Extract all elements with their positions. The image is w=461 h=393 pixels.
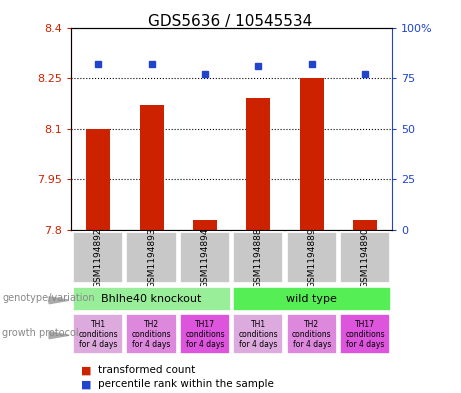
Bar (233, 314, 284, 354)
Text: GDS5636 / 10545534: GDS5636 / 10545534 (148, 14, 313, 29)
Bar (193, 220, 217, 230)
Text: growth protocol: growth protocol (2, 328, 79, 338)
Text: GSM1194890: GSM1194890 (361, 228, 370, 288)
Text: GSM1194893: GSM1194893 (147, 228, 156, 288)
Bar (287, 232, 337, 283)
Text: TH1
conditions
for 4 days: TH1 conditions for 4 days (78, 320, 118, 349)
Text: wild type: wild type (286, 294, 337, 304)
Bar (126, 232, 177, 283)
Text: GSM1194894: GSM1194894 (201, 228, 209, 288)
Text: TH2
conditions
for 4 days: TH2 conditions for 4 days (132, 320, 171, 349)
Text: GSM1194889: GSM1194889 (307, 228, 316, 288)
Bar (233, 287, 391, 311)
Bar (340, 232, 390, 283)
Bar (287, 314, 337, 354)
Text: GSM1194892: GSM1194892 (94, 228, 103, 288)
Bar (300, 78, 324, 230)
Text: transformed count: transformed count (98, 365, 195, 375)
Text: Bhlhe40 knockout: Bhlhe40 knockout (101, 294, 202, 304)
Bar (126, 314, 177, 354)
Bar (72, 287, 230, 311)
Bar (73, 314, 123, 354)
Bar (180, 314, 230, 354)
Bar (353, 220, 377, 230)
Text: ■: ■ (81, 379, 91, 389)
Text: percentile rank within the sample: percentile rank within the sample (98, 379, 274, 389)
Text: TH17
conditions
for 4 days: TH17 conditions for 4 days (345, 320, 385, 349)
Polygon shape (49, 297, 69, 304)
Text: TH17
conditions
for 4 days: TH17 conditions for 4 days (185, 320, 225, 349)
Text: ■: ■ (81, 365, 91, 375)
Text: TH1
conditions
for 4 days: TH1 conditions for 4 days (238, 320, 278, 349)
Bar (233, 232, 284, 283)
Bar (340, 314, 390, 354)
Bar (73, 232, 123, 283)
Bar (86, 129, 110, 230)
Bar (140, 105, 164, 230)
Text: genotype/variation: genotype/variation (2, 293, 95, 303)
Bar (180, 232, 230, 283)
Text: GSM1194888: GSM1194888 (254, 228, 263, 288)
Bar (246, 98, 270, 230)
Polygon shape (49, 332, 69, 339)
Text: TH2
conditions
for 4 days: TH2 conditions for 4 days (292, 320, 331, 349)
